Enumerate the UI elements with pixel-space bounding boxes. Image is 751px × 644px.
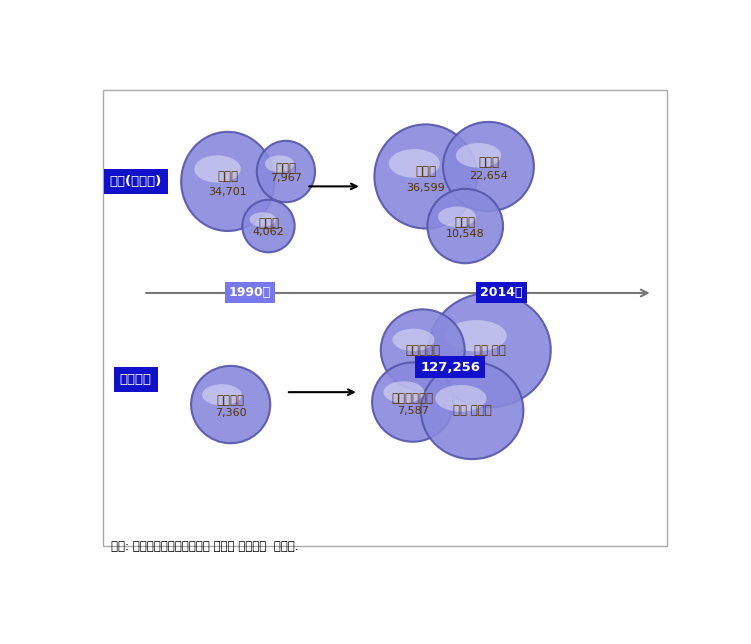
Text: 사무직: 사무직 — [454, 216, 475, 229]
Ellipse shape — [429, 293, 550, 407]
Ellipse shape — [436, 385, 487, 412]
Text: 4,062: 4,062 — [252, 227, 285, 237]
Ellipse shape — [389, 149, 440, 178]
Text: 7,587: 7,587 — [397, 406, 429, 416]
Text: 7,967: 7,967 — [270, 173, 302, 184]
Text: 7,360: 7,360 — [215, 408, 246, 418]
Text: 기술직: 기술직 — [478, 156, 499, 169]
Ellipse shape — [456, 143, 501, 167]
Ellipse shape — [257, 141, 315, 202]
Text: 127,256: 127,256 — [420, 361, 480, 374]
Ellipse shape — [445, 320, 507, 352]
Ellipse shape — [384, 381, 424, 403]
Ellipse shape — [427, 189, 503, 263]
Text: 1990년: 1990년 — [229, 287, 271, 299]
Ellipse shape — [421, 362, 523, 459]
Text: 하청기간제: 하청기간제 — [406, 343, 440, 357]
Text: 기능직: 기능직 — [217, 170, 238, 183]
Ellipse shape — [381, 309, 465, 391]
Text: 36,599: 36,599 — [406, 183, 445, 193]
Text: 34,701: 34,701 — [208, 187, 247, 197]
Text: 직영(정규직): 직영(정규직) — [110, 175, 162, 188]
Text: 사무직: 사무직 — [258, 217, 279, 230]
Ellipse shape — [375, 124, 477, 229]
Ellipse shape — [265, 155, 294, 172]
Text: 자료: 한국조선해양플랜트협회 자료를 바탕으로  재구성.: 자료: 한국조선해양플랜트협회 자료를 바탕으로 재구성. — [111, 540, 299, 553]
Text: 하청본공: 하청본공 — [216, 394, 245, 407]
Ellipse shape — [393, 328, 434, 351]
Text: 외국인노동자: 외국인노동자 — [392, 392, 434, 404]
Ellipse shape — [181, 132, 274, 231]
Text: 2014년: 2014년 — [480, 287, 523, 299]
Text: 22,654: 22,654 — [469, 171, 508, 182]
Ellipse shape — [249, 213, 276, 227]
Text: 하청 물량팀: 하청 물량팀 — [453, 404, 492, 417]
Ellipse shape — [438, 207, 476, 227]
Ellipse shape — [191, 366, 270, 443]
Ellipse shape — [243, 200, 294, 252]
Text: 하청 본공: 하청 본공 — [474, 343, 505, 357]
Text: 사내하청: 사내하청 — [119, 374, 152, 386]
Ellipse shape — [443, 122, 534, 211]
Ellipse shape — [202, 384, 242, 406]
Text: 10,548: 10,548 — [446, 229, 484, 239]
Ellipse shape — [372, 363, 454, 442]
Text: 기능직: 기능직 — [415, 165, 436, 178]
Ellipse shape — [195, 155, 241, 183]
Text: 기술직: 기술직 — [276, 162, 297, 175]
